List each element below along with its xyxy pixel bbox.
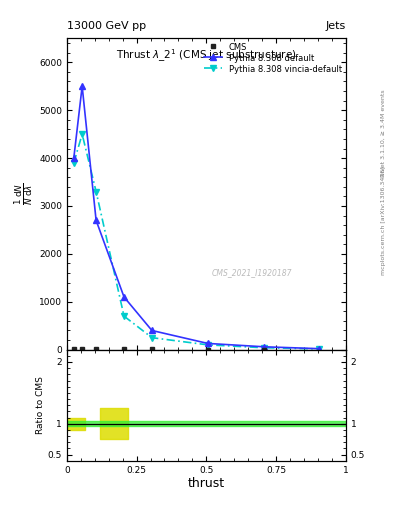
CMS: [122, 346, 127, 352]
Pythia 8.308 vincia-default: [94, 188, 99, 195]
Text: Jets: Jets: [325, 20, 346, 31]
Pythia 8.308 vincia-default: [122, 313, 127, 319]
Pythia 8.308 default: [94, 217, 99, 223]
Pythia 8.308 default: [206, 340, 210, 347]
Y-axis label: $\frac{1}{N}\frac{\mathrm{d}N}{\mathrm{d}\lambda}$: $\frac{1}{N}\frac{\mathrm{d}N}{\mathrm{d…: [13, 183, 35, 205]
Text: CMS_2021_I1920187: CMS_2021_I1920187: [212, 268, 292, 277]
Legend: CMS, Pythia 8.308 default, Pythia 8.308 vincia-default: CMS, Pythia 8.308 default, Pythia 8.308 …: [202, 41, 343, 75]
CMS: [150, 347, 154, 353]
Line: Pythia 8.308 vincia-default: Pythia 8.308 vincia-default: [70, 131, 323, 352]
CMS: [72, 346, 76, 352]
Pythia 8.308 default: [80, 83, 84, 90]
CMS: [261, 347, 266, 353]
Pythia 8.308 vincia-default: [72, 160, 76, 166]
X-axis label: thrust: thrust: [188, 477, 225, 490]
Pythia 8.308 default: [261, 344, 266, 350]
Pythia 8.308 vincia-default: [317, 346, 322, 352]
Line: CMS: CMS: [72, 347, 266, 352]
CMS: [94, 346, 99, 352]
Pythia 8.308 vincia-default: [206, 342, 210, 348]
Pythia 8.308 default: [122, 294, 127, 300]
Text: 13000 GeV pp: 13000 GeV pp: [67, 20, 146, 31]
Pythia 8.308 vincia-default: [150, 335, 154, 341]
Text: Thrust $\lambda\_2^1$ (CMS jet substructure): Thrust $\lambda\_2^1$ (CMS jet substruct…: [116, 48, 297, 65]
Line: Pythia 8.308 default: Pythia 8.308 default: [70, 83, 323, 352]
Pythia 8.308 default: [72, 155, 76, 161]
Pythia 8.308 vincia-default: [80, 131, 84, 137]
CMS: [80, 346, 84, 352]
Text: mcplots.cern.ch [arXiv:1306.3436]: mcplots.cern.ch [arXiv:1306.3436]: [381, 166, 386, 274]
Pythia 8.308 default: [150, 327, 154, 333]
Y-axis label: Ratio to CMS: Ratio to CMS: [36, 376, 45, 434]
Pythia 8.308 default: [317, 346, 322, 352]
Pythia 8.308 vincia-default: [261, 345, 266, 351]
Text: Rivet 3.1.10, ≥ 3.4M events: Rivet 3.1.10, ≥ 3.4M events: [381, 89, 386, 177]
CMS: [206, 347, 210, 353]
